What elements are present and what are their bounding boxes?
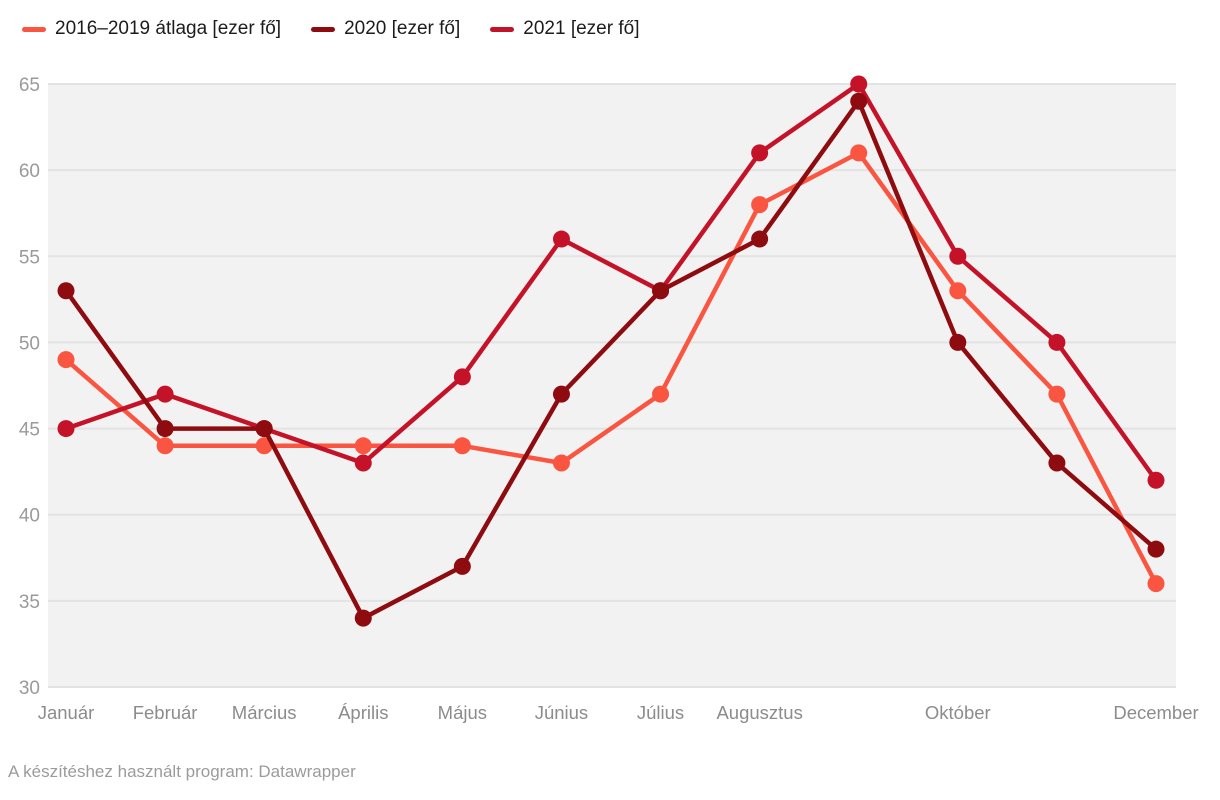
data-point xyxy=(751,144,769,162)
data-point xyxy=(652,282,670,300)
y-tick-label: 50 xyxy=(19,333,40,354)
data-point xyxy=(255,420,273,438)
data-point xyxy=(552,385,570,403)
x-tick-label: Június xyxy=(535,702,588,723)
data-point xyxy=(751,196,769,214)
data-point xyxy=(949,282,967,300)
series-line xyxy=(63,81,1159,483)
y-tick-label: 55 xyxy=(19,247,40,268)
data-point xyxy=(156,385,174,403)
x-tick-label: Február xyxy=(133,702,198,723)
y-tick-label: 40 xyxy=(19,506,40,527)
data-point xyxy=(850,75,868,93)
data-point xyxy=(1048,333,1066,351)
data-point xyxy=(57,351,75,369)
legend-item: 2020 [ezer fő] xyxy=(311,17,460,41)
data-point xyxy=(1147,540,1165,558)
y-tick-label: 45 xyxy=(19,420,40,441)
data-point xyxy=(1048,454,1066,472)
data-point xyxy=(652,385,670,403)
data-point xyxy=(850,92,868,110)
legend-swatch-icon xyxy=(490,26,515,32)
legend-item: 2016–2019 átlaga [ezer fő] xyxy=(22,17,281,41)
data-point xyxy=(949,247,967,265)
x-tick-label: Május xyxy=(438,702,487,723)
x-tick-label: Augusztus xyxy=(716,702,802,723)
data-point xyxy=(453,557,471,575)
y-tick-label: 30 xyxy=(19,678,40,699)
legend: 2016–2019 átlaga [ezer fő] 2020 [ezer fő… xyxy=(22,17,639,41)
data-point xyxy=(156,420,174,438)
legend-label: 2020 [ezer fő] xyxy=(344,18,461,39)
data-point xyxy=(850,144,868,162)
data-point xyxy=(156,437,174,455)
series-line xyxy=(63,150,1159,586)
data-point xyxy=(453,368,471,386)
data-point xyxy=(1147,575,1165,593)
plot-area xyxy=(48,84,1176,687)
data-point xyxy=(1048,385,1066,403)
footer-credit: A készítéshez használt program: Datawrap… xyxy=(8,762,356,781)
data-point xyxy=(354,609,372,627)
data-point xyxy=(57,420,75,438)
legend-label: 2021 [ezer fő] xyxy=(523,18,640,39)
data-point xyxy=(552,454,570,472)
data-point xyxy=(453,437,471,455)
y-tick-label: 35 xyxy=(19,592,40,613)
legend-swatch-icon xyxy=(311,26,336,32)
y-tick-label: 60 xyxy=(19,161,40,182)
data-point xyxy=(949,333,967,351)
data-point xyxy=(354,454,372,472)
data-point xyxy=(1147,471,1165,489)
series-line xyxy=(63,98,1159,621)
line-chart: 30 35 40 45 50 55 60 65 Január Február Március Ápri… xyxy=(19,75,1199,723)
x-tick-label: December xyxy=(1113,702,1198,723)
x-tick-label: Október xyxy=(925,702,991,723)
data-point xyxy=(552,230,570,248)
legend-label: 2016–2019 átlaga [ezer fő] xyxy=(55,18,282,39)
x-tick-label: Január xyxy=(38,702,95,723)
legend-item: 2021 [ezer fő] xyxy=(490,17,639,41)
x-tick-label: Július xyxy=(637,702,684,723)
x-tick-label: Április xyxy=(338,702,388,723)
data-point xyxy=(354,437,372,455)
legend-swatch-icon xyxy=(22,26,46,32)
x-tick-label: Március xyxy=(232,702,297,723)
data-point xyxy=(751,230,769,248)
y-tick-label: 65 xyxy=(19,75,40,96)
data-point xyxy=(57,282,75,300)
